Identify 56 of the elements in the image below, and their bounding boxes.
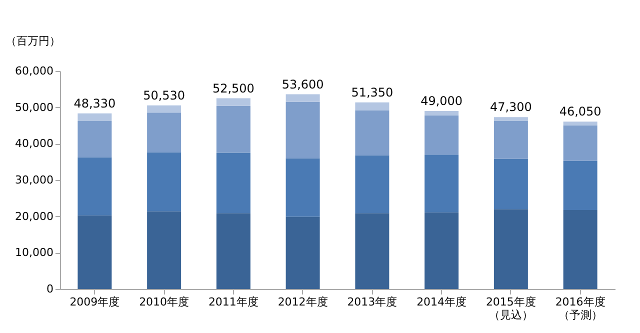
bar: [424, 154, 459, 212]
bar: [355, 155, 390, 214]
x-tick-label: 2009年度: [70, 296, 120, 308]
bar: [78, 157, 112, 216]
total-label: 48,330: [74, 96, 116, 110]
x-tick-label: 2014年度: [416, 296, 467, 308]
x-tick-label: 2016年度（予測）: [555, 296, 606, 322]
bar: [424, 212, 459, 289]
y-tick-label: 20,000: [15, 210, 54, 223]
bar: [147, 211, 182, 289]
x-tick-label: 2010年度: [139, 296, 190, 308]
bar: [494, 117, 528, 121]
bar: [78, 113, 112, 121]
bar: [286, 94, 320, 102]
bar: [494, 120, 528, 159]
y-tick-label: 30,000: [15, 174, 54, 186]
bar: [78, 215, 112, 289]
x-tick-label: 2015年度（見込）: [486, 296, 536, 322]
bar: [494, 209, 528, 289]
y-tick-label: 10,000: [15, 246, 54, 260]
total-label: 51,350: [351, 85, 394, 100]
bar: [216, 152, 250, 214]
y-tick-label: 0: [46, 282, 54, 296]
bar: [147, 152, 182, 212]
x-tick-label: 2011年度: [208, 296, 258, 308]
total-label: 50,530: [143, 88, 186, 102]
bar: [216, 106, 250, 153]
bar: [355, 110, 390, 156]
y-tick-label: 50,000: [15, 100, 54, 114]
bar: [563, 160, 598, 210]
bar: [147, 105, 182, 113]
x-tick-label: 2013年度: [347, 296, 398, 308]
bar: [424, 115, 459, 155]
bar: [286, 216, 320, 289]
bar: [355, 213, 390, 289]
bar: [216, 213, 250, 289]
total-label: 49,000: [420, 94, 463, 108]
total-label: 47,300: [490, 100, 532, 114]
y-tick-label: 40,000: [15, 137, 54, 150]
bar: [563, 210, 598, 289]
bar: [286, 102, 320, 158]
y-axis-title: （百万円）: [6, 34, 60, 48]
bar: [494, 158, 528, 210]
bar: [216, 98, 250, 106]
bar: [147, 112, 182, 152]
bar: [563, 125, 598, 161]
total-label: 46,050: [559, 104, 602, 119]
y-tick-label: 60,000: [15, 64, 54, 78]
bar: [78, 120, 112, 158]
total-label: 52,500: [212, 81, 254, 96]
bar: [424, 110, 459, 116]
bar: [563, 122, 598, 126]
x-tick-label: 2012年度: [278, 296, 328, 308]
total-label: 53,600: [282, 77, 324, 92]
bar: [355, 102, 390, 110]
bar: [286, 158, 320, 217]
